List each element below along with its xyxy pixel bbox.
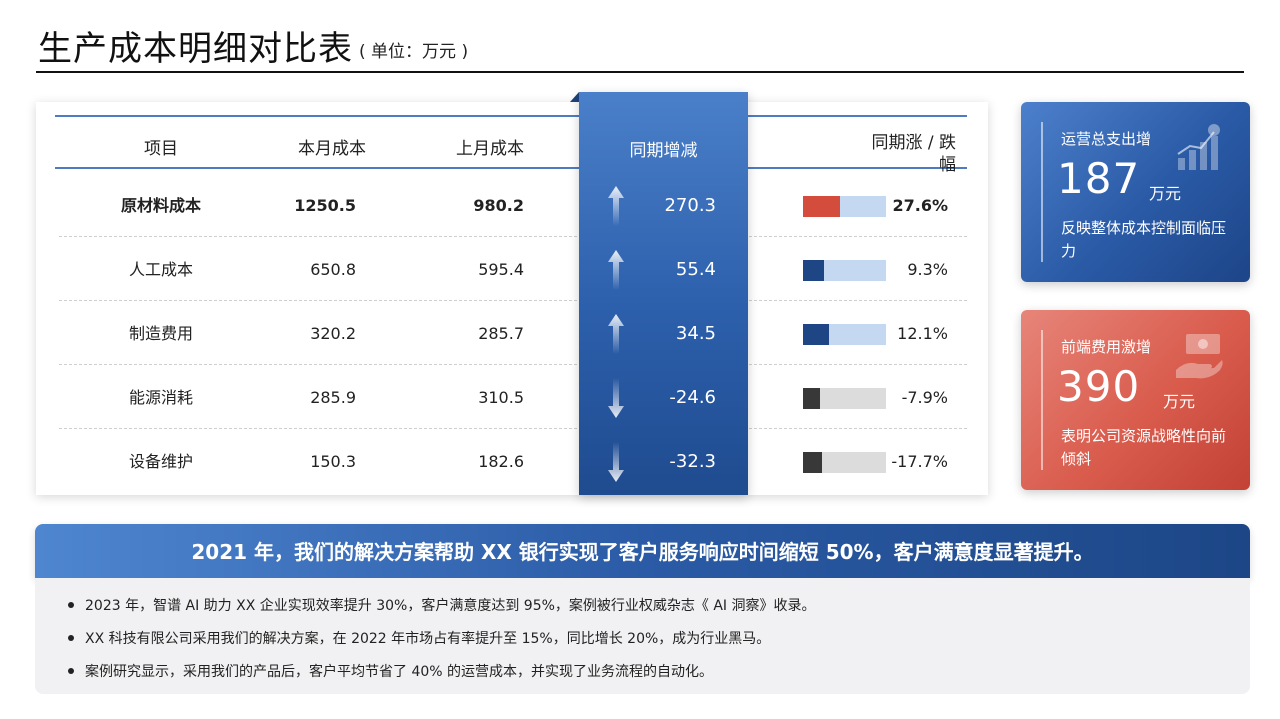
cell-current: 1250.5	[294, 196, 356, 215]
col-header-item: 项目	[144, 139, 178, 159]
kpi-accent-line	[1041, 122, 1043, 262]
pct-bar-fill	[803, 196, 840, 217]
unit-note: ( 单位：万元 )	[359, 42, 469, 62]
kpi-card-operating-expense: 运营总支出增 187 万元 反映整体成本控制面临压力	[1021, 102, 1250, 282]
cell-previous: 285.7	[478, 324, 524, 343]
kpi-description: 表明公司资源战略性向前倾斜	[1061, 427, 1227, 468]
table-row: 设备维护 150.3 182.6 -17.7%	[36, 430, 988, 494]
row-divider	[59, 300, 967, 301]
pct-bar-track	[803, 388, 886, 409]
col-header-current: 本月成本	[298, 139, 366, 159]
change-column: 同期增减 270.3 55.4 34.5 -24.6 -32.3	[570, 92, 748, 495]
change-value: 55.4	[675, 259, 716, 280]
cell-pct: 9.3%	[907, 260, 948, 279]
change-value: 270.3	[664, 195, 716, 216]
pct-bar-fill	[803, 388, 821, 409]
kpi-label: 前端费用激增	[1061, 338, 1152, 356]
change-cell: -32.3	[579, 430, 748, 494]
list-item: 案例研究显示，采用我们的产品后，客户平均节省了 40% 的运营成本，并实现了业务…	[35, 662, 1250, 695]
kpi-unit: 万元	[1163, 392, 1196, 411]
page-title: 生产成本明细对比表	[38, 29, 353, 69]
kpi-accent-line	[1041, 330, 1043, 470]
page-title-group: 生产成本明细对比表 ( 单位：万元 )	[38, 22, 468, 70]
cell-pct: 12.1%	[897, 324, 948, 343]
kpi-unit: 万元	[1149, 184, 1182, 203]
cell-pct: -17.7%	[891, 452, 948, 471]
table-header-top-line	[55, 115, 967, 117]
cell-current: 150.3	[310, 452, 356, 471]
arrow-down-icon	[608, 442, 624, 482]
case-banner: 2021 年，我们的解决方案帮助 XX 银行实现了客户服务响应时间缩短 50%，…	[35, 524, 1250, 578]
table-row: 能源消耗 285.9 310.5 -7.9%	[36, 366, 988, 430]
pct-bar-track	[803, 324, 886, 345]
change-cell: 55.4	[579, 238, 748, 302]
pct-bar-track	[803, 196, 886, 217]
money-hand-icon	[1176, 334, 1223, 379]
col-header-change: 同期增减	[629, 141, 698, 161]
title-divider	[36, 71, 1244, 73]
cell-previous: 980.2	[473, 196, 524, 215]
row-divider	[59, 428, 967, 429]
cell-previous: 310.5	[478, 388, 524, 407]
cell-item: 制造费用	[128, 324, 193, 343]
cell-previous: 595.4	[478, 260, 524, 279]
arrow-up-icon	[608, 314, 624, 354]
column-notch	[570, 92, 579, 102]
pct-bar-fill	[803, 452, 823, 473]
cell-current: 285.9	[310, 388, 356, 407]
change-value: 34.5	[675, 323, 716, 344]
bullet-dot	[68, 635, 74, 641]
cell-current: 320.2	[310, 324, 356, 343]
cell-current: 650.8	[310, 260, 356, 279]
arrow-down-icon	[608, 378, 624, 418]
table-row: 人工成本 650.8 595.4 9.3%	[36, 238, 988, 302]
change-value: -24.6	[669, 387, 716, 408]
kpi-description: 反映整体成本控制面临压力	[1061, 219, 1227, 260]
col-header-pct: 同期涨 / 跌幅	[871, 133, 956, 175]
pct-bar-fill	[803, 260, 824, 281]
change-cell: -24.6	[579, 366, 748, 430]
growth-chart-icon	[1177, 124, 1220, 170]
cell-pct: -7.9%	[901, 388, 948, 407]
kpi-value: 187	[1057, 154, 1141, 203]
table-row: 制造费用 320.2 285.7 12.1%	[36, 302, 988, 366]
cost-table: 项目 本月成本 上月成本 同期涨 / 跌幅 原材料成本 1250.5 980.2 27…	[36, 102, 988, 495]
cell-pct: 27.6%	[892, 196, 948, 215]
kpi-card-frontend-expense: 前端费用激增 390 万元 表明公司资源战略性向前倾斜	[1021, 310, 1250, 490]
table-row: 原材料成本 1250.5 980.2 27.6%	[36, 174, 988, 238]
table-header-bottom-line	[55, 167, 967, 169]
bullet-text: XX 科技有限公司采用我们的解决方案，在 2022 年市场占有率提升至 15%，…	[85, 631, 771, 647]
bullet-dot	[68, 602, 74, 608]
bullet-dot	[68, 668, 74, 674]
change-value: -32.3	[669, 451, 716, 472]
change-cell: 270.3	[579, 174, 748, 238]
kpi-label: 运营总支出增	[1061, 130, 1152, 148]
col-header-previous: 上月成本	[456, 139, 524, 159]
arrow-up-icon	[608, 186, 624, 226]
row-divider	[59, 364, 967, 365]
cell-item: 能源消耗	[128, 388, 193, 407]
list-item: XX 科技有限公司采用我们的解决方案，在 2022 年市场占有率提升至 15%，…	[35, 629, 1250, 662]
pct-bar-track	[803, 260, 886, 281]
pct-bar-track	[803, 452, 886, 473]
cell-item: 设备维护	[128, 452, 193, 471]
bullet-text: 2023 年，智谱 AI 助力 XX 企业实现效率提升 30%，客户满意度达到 …	[85, 598, 816, 614]
cell-previous: 182.6	[478, 452, 524, 471]
row-divider	[59, 236, 967, 237]
kpi-value: 390	[1057, 362, 1141, 411]
list-item: 2023 年，智谱 AI 助力 XX 企业实现效率提升 30%，客户满意度达到 …	[35, 596, 1250, 629]
arrow-up-icon	[608, 250, 624, 290]
cell-item: 原材料成本	[120, 196, 201, 215]
pct-bar-fill	[803, 324, 829, 345]
bullet-text: 案例研究显示，采用我们的产品后，客户平均节省了 40% 的运营成本，并实现了业务…	[85, 664, 714, 680]
change-cell: 34.5	[579, 302, 748, 366]
cell-item: 人工成本	[128, 260, 193, 279]
case-bullet-list: 2023 年，智谱 AI 助力 XX 企业实现效率提升 30%，客户满意度达到 …	[35, 578, 1250, 694]
